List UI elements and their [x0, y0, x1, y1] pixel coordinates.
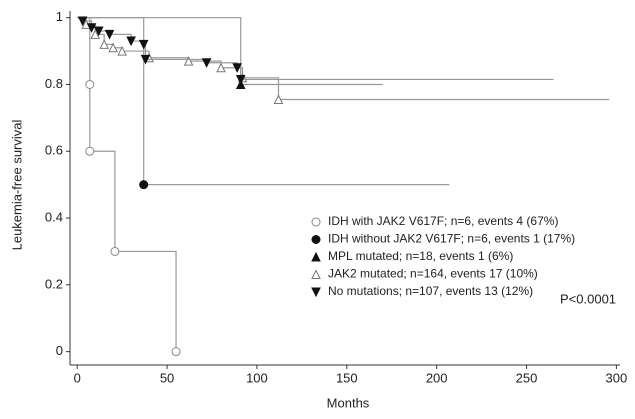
marker	[273, 94, 284, 104]
marker	[216, 62, 226, 73]
annotation: P<0.0001	[560, 291, 616, 306]
x-tick-label: 300	[606, 370, 628, 385]
marker	[86, 23, 97, 33]
marker	[201, 58, 212, 68]
survival-curve	[77, 17, 610, 101]
survival-curve	[77, 17, 554, 81]
y-tick-label: 0	[56, 343, 63, 358]
marker	[139, 180, 149, 190]
x-tick-label: 150	[336, 370, 358, 385]
legend-label: MPL mutated; n=18, events 1 (6%)	[328, 249, 513, 263]
x-tick-label: 50	[160, 370, 174, 385]
marker	[126, 36, 136, 47]
survival-curve	[77, 17, 450, 186]
x-tick-label: 250	[516, 370, 538, 385]
marker	[85, 146, 95, 156]
marker	[93, 26, 104, 37]
marker	[171, 347, 181, 357]
legend-marker	[311, 269, 321, 279]
marker	[183, 55, 194, 66]
y-tick-label: 0.6	[45, 143, 63, 158]
y-tick-label: 1	[56, 9, 63, 24]
y-tick-label: 0.8	[45, 76, 63, 91]
x-tick-label: 100	[246, 370, 268, 385]
legend-label: No mutations; n=107, events 13 (12%)	[328, 284, 533, 298]
survival-curve	[77, 17, 383, 86]
x-tick-label: 0	[74, 370, 81, 385]
legend-marker	[311, 287, 321, 298]
legend-label: IDH without JAK2 V617F; n=6, events 1 (1…	[328, 232, 575, 246]
marker	[104, 29, 115, 40]
legend-marker	[311, 217, 321, 227]
marker	[235, 74, 246, 85]
marker	[117, 45, 127, 56]
marker	[138, 39, 149, 50]
marker	[99, 39, 109, 49]
y-axis-label: Leukemia-free survival	[9, 120, 24, 251]
marker	[110, 246, 120, 256]
legend-label: JAK2 mutated; n=164, events 17 (10%)	[328, 267, 538, 281]
y-tick-label: 0.2	[45, 276, 63, 291]
legend-marker	[311, 235, 321, 244]
x-axis-label: Months	[327, 395, 370, 410]
marker	[90, 29, 100, 39]
marker	[85, 79, 95, 89]
marker	[77, 16, 88, 27]
x-tick-label: 200	[426, 370, 448, 385]
marker	[232, 63, 242, 73]
legend-label: IDH with JAK2 V617F; n=6, events 4 (67%)	[328, 214, 558, 228]
legend-marker	[311, 251, 321, 262]
y-tick-label: 0.4	[45, 209, 63, 224]
marker	[140, 54, 151, 65]
marker	[108, 42, 118, 53]
